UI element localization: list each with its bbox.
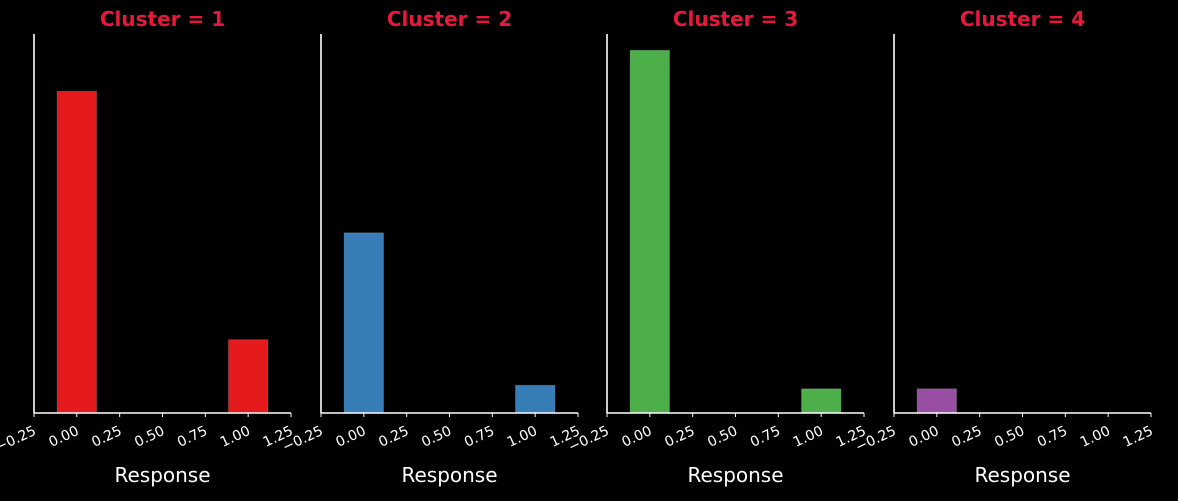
x-axis-title: Response [114,463,210,487]
panel-cluster-3: −0.25 0.00 0.25 0.50 0.75 1.00 1.25ResponseClu… [566,7,869,487]
histogram-bar [515,384,556,414]
x-axis-title: Response [974,463,1070,487]
histogram-bar [629,49,670,414]
histogram-bar [343,232,385,414]
histogram-bar [228,339,269,414]
panel-title: Cluster = 3 [673,7,798,31]
x-axis-title: Response [401,463,497,487]
panel-cluster-2: −0.25 0.00 0.25 0.50 0.75 1.00 1.25ResponseClu… [280,7,583,487]
histogram-bar [916,388,957,414]
panel-title: Cluster = 2 [387,7,512,31]
histogram-bar [801,388,842,414]
x-axis-title: Response [687,463,783,487]
panel-title: Cluster = 1 [100,7,225,31]
histogram-bar [56,90,97,414]
panel-title: Cluster = 4 [960,7,1085,31]
